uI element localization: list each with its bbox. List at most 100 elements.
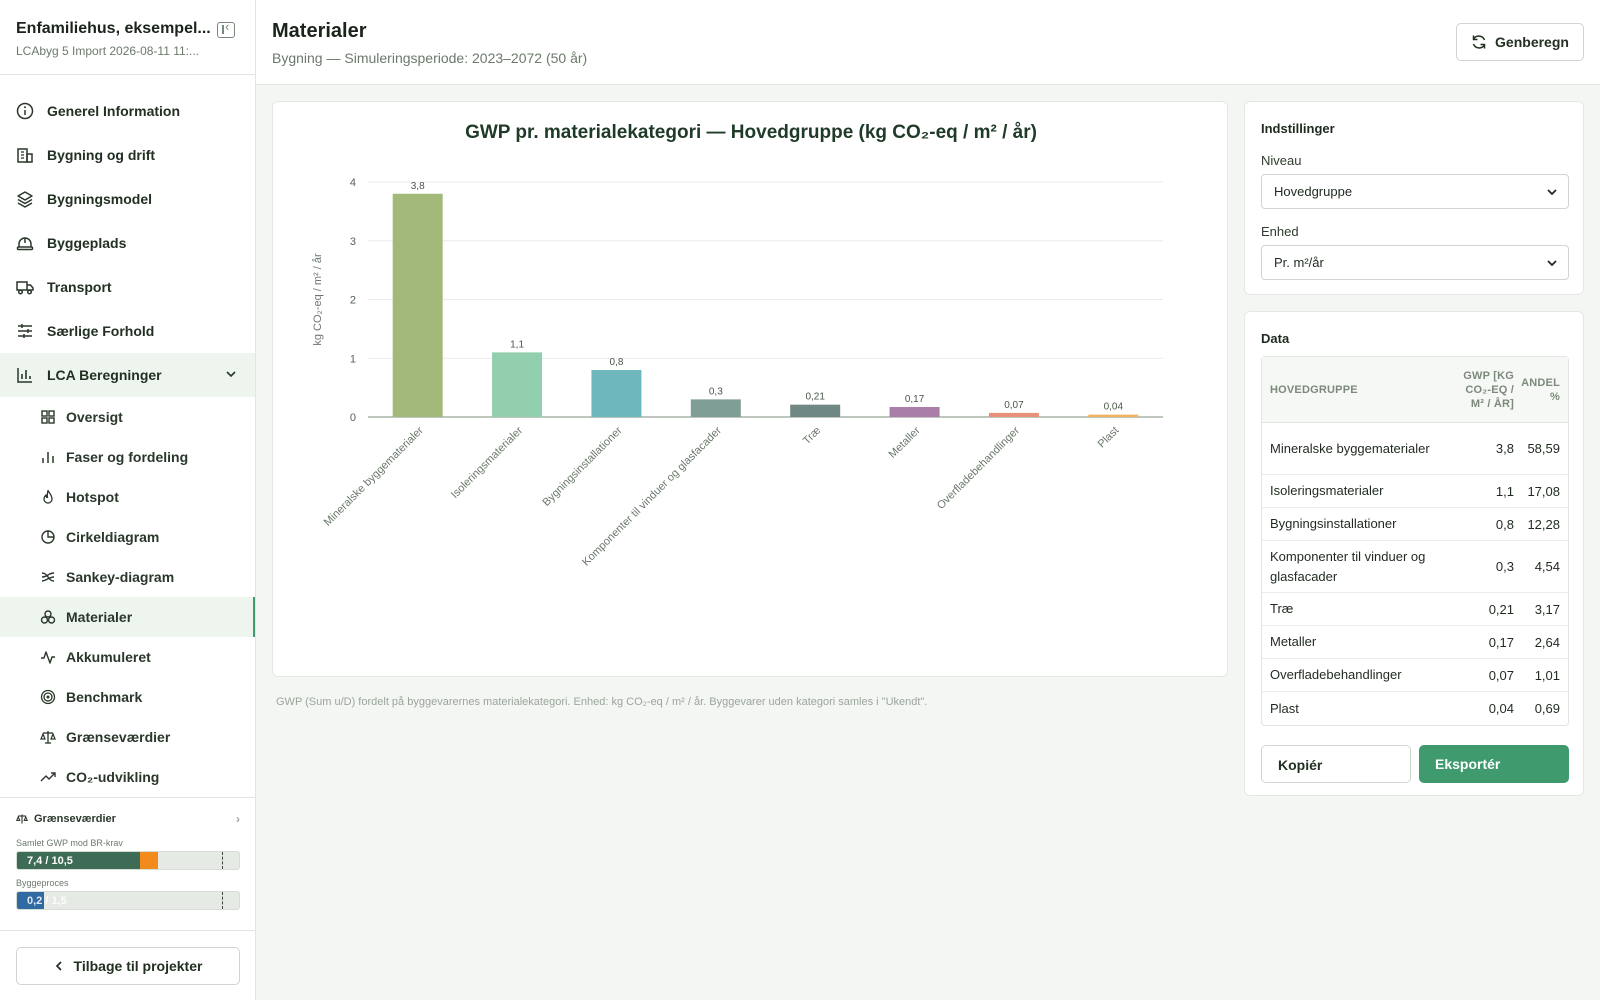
data-panel: Data HOVEDGRUPPE GWP [KG CO₂-EQ / M² / Å… [1244, 311, 1584, 796]
scale-icon [16, 813, 28, 825]
sub-item-oversigt[interactable]: Oversigt [0, 397, 255, 437]
recalculate-button[interactable]: Genberegn [1456, 23, 1584, 61]
sub-item-co2-udvikling[interactable]: CO₂-udvikling [0, 757, 255, 797]
recalculate-label: Genberegn [1495, 34, 1569, 50]
project-subtitle: LCAbyg 5 Import 2026-08-11 11:... [16, 44, 199, 58]
y-tick-label: 2 [350, 295, 356, 307]
total-gwp-fill [17, 852, 140, 869]
row-share: 0,69 [1534, 701, 1560, 716]
nav-item-byggeplads[interactable]: Byggeplads [0, 221, 255, 265]
row-share: 17,08 [1527, 483, 1560, 499]
row-gwp: 0,8 [1495, 516, 1514, 532]
sub-item-sankey-diagram[interactable]: Sankey-diagram [0, 557, 255, 597]
flame-icon [40, 489, 56, 505]
build-process-bar: 0,2 / 1,5 [16, 891, 240, 910]
bar-chart: 0 1 2 3 4 3,8 1,1 0,8 0,3 0,21 0,17 0,07 0,04 Miner… [312, 177, 1163, 568]
sub-item-label: Cirkeldiagram [66, 529, 160, 545]
collapse-sidebar-icon[interactable] [217, 19, 235, 38]
sub-item-benchmark[interactable]: Benchmark [0, 677, 255, 717]
bar-value-label: 0,21 [805, 392, 825, 403]
sub-item-faser-og-fordeling[interactable]: Faser og fordeling [0, 437, 255, 477]
nav-item-transport[interactable]: Transport [0, 265, 255, 309]
materials-icon [40, 609, 56, 625]
nav-item-bygningsmodel[interactable]: Bygningsmodel [0, 177, 255, 221]
chart-y-ticks: 0 1 2 3 4 [350, 177, 356, 424]
table-header: HOVEDGRUPPE GWP [KG CO₂-EQ / M² / ÅR] AN… [1262, 357, 1568, 423]
row-name: Træ [1270, 601, 1294, 616]
sub-item-hotspot[interactable]: Hotspot [0, 477, 255, 517]
build-process-fill [17, 892, 45, 909]
chart-title: GWP pr. materialekategori — Hovedgruppe … [465, 122, 1037, 143]
chevron-right-icon: › [236, 812, 240, 826]
sidebar: Enfamiliehus, eksempel... LCAbyg 5 Impor… [0, 0, 256, 1000]
column-header-gwp-line: CO₂-EQ / [1465, 383, 1514, 396]
copy-button[interactable]: Kopiér [1261, 745, 1411, 783]
bar [591, 370, 642, 417]
row-name: Plast [1270, 700, 1299, 716]
column-header-gwp-line: GWP [KG [1463, 369, 1514, 382]
sub-item-akkumuleret[interactable]: Akkumuleret [0, 637, 255, 677]
row-gwp: 0,04 [1488, 701, 1514, 716]
sub-item-label: Akkumuleret [66, 649, 151, 665]
x-tick-label: Træ [801, 424, 824, 447]
column-header-share[interactable]: ANDEL % [1514, 376, 1568, 404]
bar-value-label: 0,17 [905, 394, 925, 405]
nav-item-generel-information[interactable]: Generel Information [0, 89, 255, 133]
sub-item-label: Faser og fordeling [66, 449, 189, 465]
nav-item-bygning-og-drift[interactable]: Bygning og drift [0, 133, 255, 177]
row-share: 2,64 [1534, 634, 1560, 650]
unit-select[interactable]: Pr. m²/år [1261, 245, 1569, 280]
y-tick-label: 1 [350, 353, 356, 365]
scale-icon [40, 729, 56, 745]
table-row: Plast 0,04 0,69 [1262, 692, 1568, 725]
nav-item-label: Bygning og drift [47, 147, 156, 163]
row-name: Bygningsinstallationer [1270, 516, 1397, 531]
row-name: Overfladebehandlinger [1270, 667, 1402, 682]
x-tick-label: Bygningsinstallationer [540, 424, 624, 508]
refresh-icon [1472, 35, 1486, 49]
limits-header[interactable]: Grænseværdier › [16, 812, 240, 826]
row-name: Metaller [1270, 634, 1317, 649]
level-label: Niveau [1261, 153, 1302, 168]
total-gwp-value: 7,4 / 10,5 [27, 855, 73, 867]
table-row: Isoleringsmaterialer 1,1 17,08 [1262, 475, 1568, 508]
sub-item-label: Sankey-diagram [66, 569, 175, 585]
project-title: Enfamiliehus, eksempel... [16, 20, 211, 37]
sub-item-cirkeldiagram[interactable]: Cirkeldiagram [0, 517, 255, 557]
row-gwp: 0,17 [1488, 634, 1514, 650]
export-button[interactable]: Eksportér [1419, 745, 1569, 783]
data-table: HOVEDGRUPPE GWP [KG CO₂-EQ / M² / ÅR] AN… [1261, 356, 1569, 726]
data-title: Data [1261, 331, 1290, 346]
table-row: Træ 0,21 3,17 [1262, 593, 1568, 626]
bar-chart-icon [16, 366, 34, 384]
column-header-name[interactable]: HOVEDGRUPPE [1270, 383, 1358, 396]
table-row: Bygningsinstallationer 0,8 12,28 [1262, 508, 1568, 541]
bar-value-label: 0,07 [1004, 400, 1024, 411]
sub-item-label: Benchmark [66, 689, 143, 705]
column-header-gwp[interactable]: GWP [KG CO₂-EQ / M² / ÅR] [1442, 369, 1514, 411]
y-tick-label: 4 [350, 177, 356, 189]
row-name: Isoleringsmaterialer [1270, 483, 1384, 498]
sub-item-graensevaerdier[interactable]: Grænseværdier [0, 717, 255, 757]
x-tick-label: Isoleringsmaterialer [449, 424, 526, 501]
level-select[interactable]: Hovedgruppe [1261, 174, 1569, 209]
nav-item-lca-beregninger[interactable]: LCA Beregninger [0, 353, 255, 397]
nav-item-saerlige-forhold[interactable]: Særlige Forhold [0, 309, 255, 353]
table-row: Mineralske byggematerialer 3,8 58,59 [1262, 423, 1568, 475]
row-share: 58,59 [1527, 441, 1560, 456]
column-header-share-line: % [1550, 390, 1560, 403]
target-icon [40, 689, 56, 705]
total-gwp-label: Samlet GWP mod BR-krav [16, 838, 123, 848]
chart-value-labels: 3,8 1,1 0,8 0,3 0,21 0,17 0,07 0,04 [411, 181, 1124, 413]
pie-icon [40, 529, 56, 545]
unit-label: Enhed [1261, 224, 1299, 239]
table-row: Metaller 0,17 2,64 [1262, 626, 1568, 659]
building-icon [16, 146, 34, 164]
settings-panel: Indstillinger Niveau Hovedgruppe Enhed P… [1244, 101, 1584, 295]
project-header: Enfamiliehus, eksempel... LCAbyg 5 Impor… [0, 0, 255, 75]
nav-item-label: Generel Information [47, 103, 181, 119]
truck-icon [16, 278, 34, 296]
nav-item-label: Særlige Forhold [47, 323, 155, 339]
back-to-projects-button[interactable]: Tilbage til projekter [16, 947, 240, 985]
sub-item-materialer[interactable]: Materialer [0, 597, 255, 637]
